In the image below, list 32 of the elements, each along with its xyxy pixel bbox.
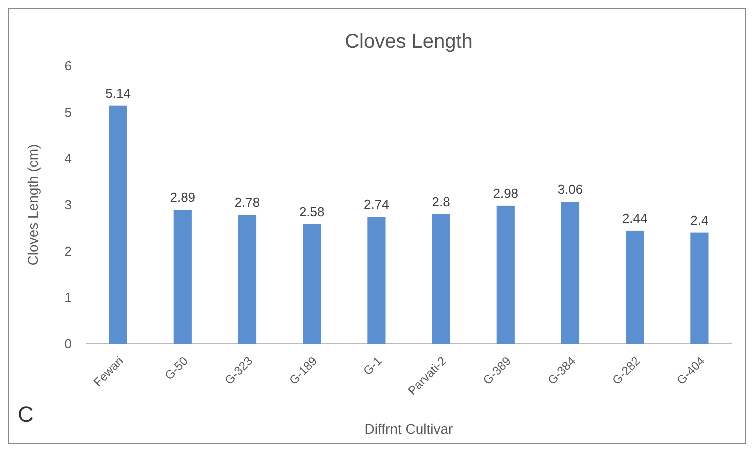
data-label: 3.06 [558,182,584,198]
data-label: 2.58 [299,204,325,220]
x-axis-title: Diffrnt Cultivar [364,421,454,437]
bar [690,232,709,344]
bar [432,214,450,344]
bar [238,215,257,344]
data-label: 2.74 [364,197,390,212]
data-label: 2.44 [622,210,648,226]
data-label: 2.89 [170,190,196,206]
bar [303,224,322,344]
y-tick-label: 3 [64,198,72,213]
data-label: 2.4 [690,212,709,228]
chart-title: Cloves Length [345,31,473,53]
text: C [18,402,34,427]
data-label: 2.78 [234,195,260,210]
y-tick-label: 2 [64,244,72,259]
y-tick-label: 4 [64,151,72,166]
data-label: 2.8 [432,194,450,210]
x-tick-label: G-1 [360,354,385,378]
bar [496,206,515,344]
bar [626,230,644,344]
bar [109,106,128,344]
y-tick-label: 6 [64,58,72,74]
data-label: 5.14 [106,86,131,101]
y-tick-label: 0 [64,336,72,352]
y-tick-label: 1 [64,290,72,306]
bar [368,217,386,344]
y-tick-label: 5 [64,104,72,120]
data-label: 2.98 [493,186,519,201]
bar [174,210,192,344]
bar [561,202,580,344]
y-axis-title: Cloves Length (cm) [25,144,41,266]
